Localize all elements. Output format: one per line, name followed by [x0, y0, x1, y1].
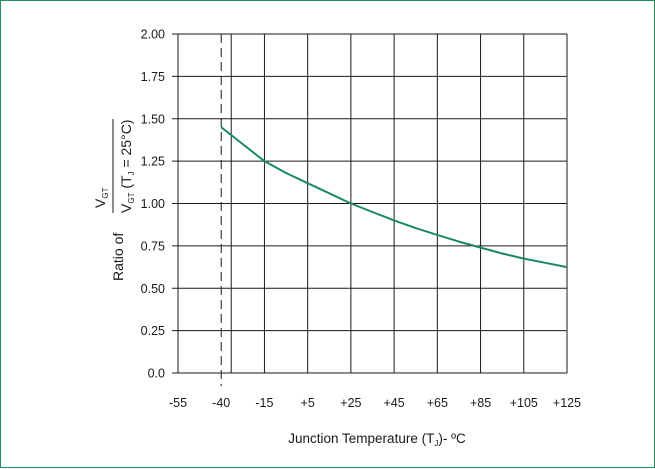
series-layer [220, 126, 568, 269]
denominator-cond-sub: J [127, 171, 136, 175]
x-axis-label-suffix: )- ºC [438, 431, 466, 446]
numerator-sub: GT [101, 187, 110, 198]
x-axis-label-sub: J [434, 439, 438, 448]
y-tick-label: 0.25 [141, 324, 165, 338]
x-tick-label: +45 [384, 396, 405, 410]
y-tick-label: 0.0 [148, 367, 165, 381]
x-axis-label: Junction Temperature (TJ)- ºC [288, 431, 466, 448]
y-tick-labels: 0.0 0.25 0.50 0.75 1.00 1.25 1.50 1.75 2.00 [141, 28, 165, 381]
denominator-sub: GT [127, 192, 136, 203]
x-axis-label-prefix: Junction Temperature (T [288, 431, 434, 446]
x-tick-label: +85 [470, 396, 491, 410]
y-tick-label: 1.00 [141, 197, 165, 211]
x-tick-label: -15 [255, 396, 273, 410]
denominator-cond-open: (T [118, 175, 134, 193]
x-tick-label: +125 [553, 396, 581, 410]
y-axis-label: Ratio of VGT VGT (TJ = 25°C) [92, 119, 136, 281]
y-tick-label: 1.25 [141, 155, 165, 169]
x-tick-labels: -55 -40 -15 +5 +25 +45 +65 +85 +105 +125 [169, 396, 581, 410]
x-tick-label: -40 [212, 396, 230, 410]
series-line [220, 126, 568, 269]
y-axis-numerator: VGT [92, 187, 110, 208]
y-tick-label: 1.50 [141, 112, 165, 126]
y-tick-label: 2.00 [141, 28, 165, 42]
y-axis-denominator: VGT (TJ = 25°C) [118, 120, 136, 213]
denominator-main: V [118, 203, 134, 213]
x-tick-label: +25 [340, 396, 361, 410]
y-tick-label: 0.75 [141, 239, 165, 253]
x-tick-label: +5 [301, 396, 315, 410]
x-tick-label: +105 [510, 396, 538, 410]
y-tick-label: 1.75 [141, 70, 165, 84]
y-axis-label-prefix: Ratio of [110, 233, 126, 281]
denominator-cond-close: = 25°C) [118, 120, 134, 172]
numerator-main: V [92, 198, 108, 208]
y-tick-label: 0.50 [141, 282, 165, 296]
x-tick-label: +65 [427, 396, 448, 410]
x-tick-label: -55 [169, 396, 187, 410]
